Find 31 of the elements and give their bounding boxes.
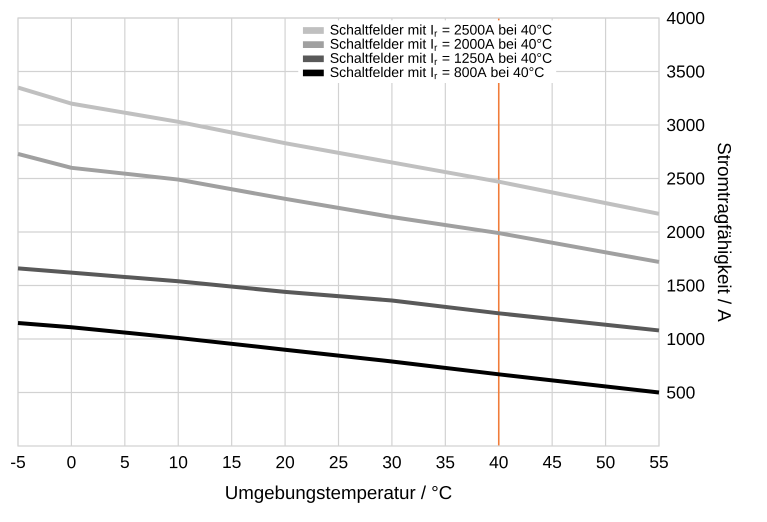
y-tick-label: 1500: [668, 279, 704, 292]
y-axis-title: Stromtragfähigkeit / A: [714, 143, 732, 322]
y-tick-label: 1000: [668, 332, 704, 346]
x-tick-label: 15: [223, 456, 241, 468]
x-tick-label: 35: [436, 456, 454, 468]
x-tick-label: 40: [490, 456, 508, 468]
x-tick-label: 20: [276, 456, 294, 468]
y-tick-label: 3000: [667, 118, 704, 132]
x-tick-label: 30: [382, 456, 401, 468]
legend-label: Schaltfelder mit I$_{r}$ = 2500A bei 40°C: [330, 24, 552, 37]
x-tick-label: -5: [11, 456, 25, 468]
x-tick-label: 0: [67, 456, 76, 468]
y-tick-label: 3500: [667, 65, 704, 78]
x-axis-title: Umgebungstemperatur / °C: [226, 485, 452, 503]
x-tick-label: 10: [170, 456, 188, 468]
line-series: [16, 86, 661, 216]
y-tick-label: 2000: [667, 226, 704, 238]
x-tick-label: 5: [120, 456, 129, 468]
x-tick-label: 45: [542, 456, 562, 468]
x-tick-label: 50: [596, 456, 615, 468]
line-series: [16, 152, 661, 264]
x-tick-label: 55: [650, 456, 668, 468]
legend-label: Schaltfelder mit I$_{r}$ = 800A bei 40°C: [330, 66, 544, 80]
legend-label: Schaltfelder mit I$_{r}$ = 1250A bei 40°C: [330, 52, 552, 66]
legend-label: Schaltfelder mit I$_{r}$ = 2000A bei 40°C: [330, 38, 552, 51]
line-series: [16, 320, 661, 394]
y-tick-label: 500: [667, 386, 695, 399]
line-series: [16, 266, 661, 332]
y-tick-label: 4000: [666, 12, 704, 24]
y-tick-label: 2500: [667, 172, 704, 185]
x-tick-label: 25: [330, 456, 348, 468]
